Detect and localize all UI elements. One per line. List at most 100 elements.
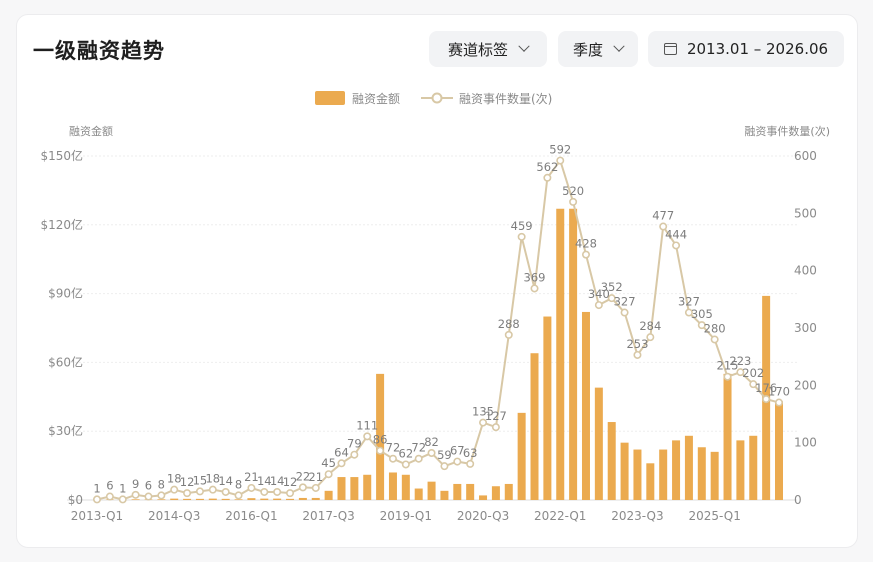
event-count-point[interactable] bbox=[581, 250, 590, 259]
bar[interactable] bbox=[646, 463, 655, 500]
event-count-point[interactable] bbox=[93, 495, 102, 504]
event-count-point[interactable] bbox=[620, 308, 629, 317]
bar[interactable] bbox=[672, 440, 681, 500]
event-count-point[interactable] bbox=[466, 459, 475, 468]
bar[interactable] bbox=[401, 474, 410, 500]
event-count-point[interactable] bbox=[157, 491, 166, 500]
event-count-point[interactable] bbox=[491, 423, 500, 432]
bar[interactable] bbox=[775, 401, 783, 500]
bar[interactable] bbox=[517, 412, 526, 500]
bar[interactable] bbox=[569, 208, 578, 500]
bar[interactable] bbox=[504, 483, 513, 500]
event-count-point[interactable] bbox=[723, 372, 732, 381]
legend-label-amount[interactable]: 融资金额 bbox=[352, 91, 400, 106]
event-count-point[interactable] bbox=[286, 489, 295, 498]
event-count-point[interactable] bbox=[736, 368, 745, 377]
event-count-point[interactable] bbox=[427, 448, 436, 457]
event-count-point[interactable] bbox=[273, 487, 282, 496]
event-count-point[interactable] bbox=[684, 308, 693, 317]
bar[interactable] bbox=[427, 481, 436, 500]
bar[interactable] bbox=[324, 490, 333, 500]
event-count-point[interactable] bbox=[517, 232, 526, 241]
bar[interactable] bbox=[453, 483, 462, 500]
bar[interactable] bbox=[388, 472, 397, 500]
event-count-point[interactable] bbox=[208, 485, 217, 494]
bar[interactable] bbox=[659, 449, 668, 500]
date-range-picker[interactable]: 2013.01 – 2026.06 bbox=[648, 31, 844, 67]
bar[interactable] bbox=[594, 387, 603, 500]
event-count-point[interactable] bbox=[401, 460, 410, 469]
event-count-point[interactable] bbox=[479, 418, 488, 427]
event-count-point[interactable] bbox=[556, 156, 565, 165]
bar[interactable] bbox=[221, 498, 230, 500]
bar[interactable] bbox=[723, 373, 732, 500]
event-count-point[interactable] bbox=[774, 398, 783, 407]
event-count-point[interactable] bbox=[363, 432, 372, 441]
event-count-point[interactable] bbox=[762, 395, 771, 404]
event-count-point[interactable] bbox=[388, 454, 397, 463]
period-dropdown[interactable]: 季度 bbox=[558, 31, 638, 67]
bar[interactable] bbox=[260, 498, 269, 500]
bar[interactable] bbox=[684, 435, 693, 500]
bar[interactable] bbox=[581, 311, 590, 500]
bar[interactable] bbox=[247, 498, 256, 500]
bar[interactable] bbox=[376, 373, 385, 500]
event-count-point[interactable] bbox=[530, 284, 539, 293]
sector-tag-dropdown[interactable]: 赛道标签 bbox=[429, 31, 547, 67]
event-count-point[interactable] bbox=[646, 333, 655, 342]
bar[interactable] bbox=[273, 498, 282, 500]
event-count-point[interactable] bbox=[504, 330, 513, 339]
bar[interactable] bbox=[697, 447, 706, 500]
bar[interactable] bbox=[298, 497, 307, 500]
bar[interactable] bbox=[311, 497, 320, 500]
bar[interactable] bbox=[363, 474, 372, 500]
event-count-point[interactable] bbox=[170, 485, 179, 494]
event-count-point[interactable] bbox=[247, 483, 256, 492]
bar[interactable] bbox=[170, 498, 179, 500]
event-count-point[interactable] bbox=[298, 483, 307, 492]
event-count-point[interactable] bbox=[440, 462, 449, 471]
event-count-point[interactable] bbox=[749, 380, 758, 389]
bar[interactable] bbox=[131, 499, 140, 500]
event-count-point[interactable] bbox=[697, 321, 706, 330]
event-count-point[interactable] bbox=[144, 492, 153, 501]
event-count-point[interactable] bbox=[183, 489, 192, 498]
event-count-point[interactable] bbox=[453, 457, 462, 466]
bar[interactable] bbox=[195, 498, 204, 500]
bar[interactable] bbox=[350, 477, 359, 500]
event-count-point[interactable] bbox=[672, 241, 681, 250]
event-count-point[interactable] bbox=[594, 301, 603, 310]
bar[interactable] bbox=[607, 422, 616, 500]
event-count-point[interactable] bbox=[260, 487, 269, 496]
event-count-point[interactable] bbox=[221, 487, 230, 496]
bar[interactable] bbox=[157, 499, 166, 500]
event-count-point[interactable] bbox=[569, 197, 578, 206]
bar[interactable] bbox=[620, 442, 629, 500]
event-count-point[interactable] bbox=[337, 459, 346, 468]
event-count-point[interactable] bbox=[376, 446, 385, 455]
bar[interactable] bbox=[543, 316, 552, 500]
event-count-point[interactable] bbox=[633, 350, 642, 359]
event-count-point[interactable] bbox=[105, 492, 114, 501]
bar[interactable] bbox=[556, 208, 565, 500]
bar[interactable] bbox=[466, 483, 475, 500]
event-count-point[interactable] bbox=[195, 487, 204, 496]
bar[interactable] bbox=[234, 499, 243, 500]
bar[interactable] bbox=[414, 488, 423, 500]
event-count-point[interactable] bbox=[414, 454, 423, 463]
event-count-point[interactable] bbox=[131, 490, 140, 499]
event-count-point[interactable] bbox=[607, 294, 616, 303]
bar[interactable] bbox=[749, 435, 758, 500]
event-count-point[interactable] bbox=[324, 470, 333, 479]
event-count-point[interactable] bbox=[543, 173, 552, 182]
bar[interactable] bbox=[633, 449, 642, 500]
bar[interactable] bbox=[208, 498, 217, 500]
bar[interactable] bbox=[491, 486, 500, 500]
bar[interactable] bbox=[530, 353, 539, 500]
event-count-point[interactable] bbox=[311, 483, 320, 492]
event-count-point[interactable] bbox=[350, 450, 359, 459]
bar[interactable] bbox=[479, 495, 488, 500]
event-count-point[interactable] bbox=[659, 222, 668, 231]
event-count-point[interactable] bbox=[710, 335, 719, 344]
bar[interactable] bbox=[710, 451, 719, 500]
